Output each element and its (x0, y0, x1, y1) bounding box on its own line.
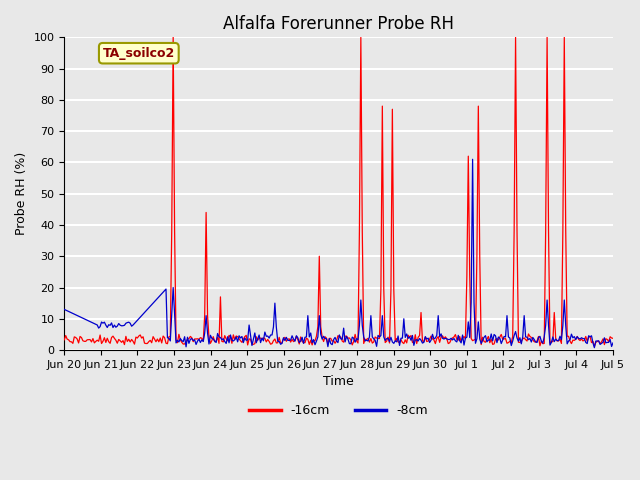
Y-axis label: Probe RH (%): Probe RH (%) (15, 152, 28, 235)
Title: Alfalfa Forerunner Probe RH: Alfalfa Forerunner Probe RH (223, 15, 454, 33)
Text: TA_soilco2: TA_soilco2 (102, 47, 175, 60)
Legend: -16cm, -8cm: -16cm, -8cm (244, 399, 433, 422)
X-axis label: Time: Time (323, 375, 354, 388)
